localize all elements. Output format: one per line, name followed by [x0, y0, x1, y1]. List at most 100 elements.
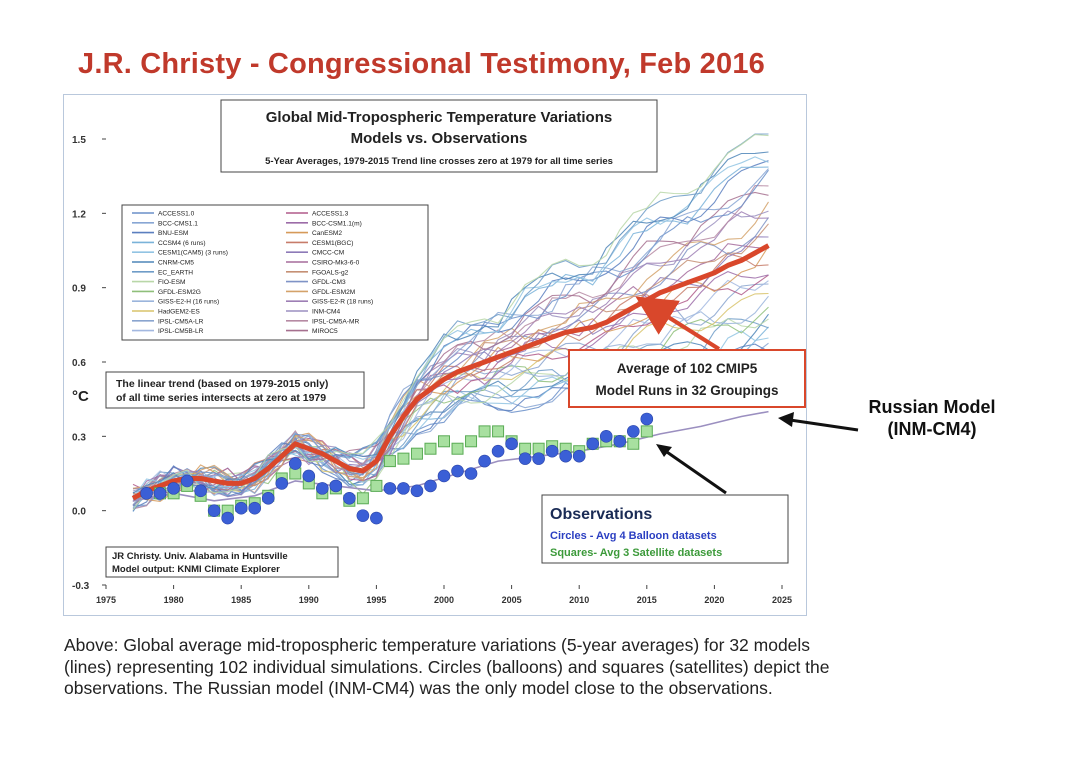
legend-label: CESM1(CAM5) (3 runs): [158, 250, 228, 257]
x-tick-label: 2000: [434, 595, 454, 605]
balloon-circle: [505, 437, 518, 451]
model-run-line: [132, 134, 769, 511]
legend-label: CNRM-CM5: [158, 260, 194, 267]
y-tick-label: 1.5: [72, 135, 86, 146]
observations-title: Observations: [550, 506, 652, 523]
satellite-square: [627, 437, 640, 450]
x-tick-label: 2005: [502, 595, 522, 605]
model-run-line: [132, 217, 769, 497]
balloon-circle: [532, 452, 545, 465]
balloon-circle: [234, 501, 248, 515]
model-run-line: [132, 185, 769, 510]
legend: ACCESS1.0 BCC-CMS1.1 BNU-ESM CCSM4 (6 runs)…: [132, 211, 373, 335]
y-tick-label: 0.0: [72, 507, 86, 518]
satellite-square: [451, 442, 464, 455]
credit-box: [105, 546, 339, 578]
model-average-line: [131, 243, 770, 501]
trend-note-line-1: The linear trend (based on 1979-2015 onl…: [116, 378, 328, 390]
observations-circles-label: Circles - Avg 4 Balloon datasets: [550, 530, 717, 542]
balloon-circle: [167, 482, 180, 495]
trend-note-box: [105, 371, 365, 409]
legend-label: BNU-ESM: [158, 230, 188, 237]
model-average-box: [568, 349, 806, 408]
model-run-line: [132, 151, 769, 494]
slide-title: J.R. Christy - Congressional Testimony, …: [78, 48, 765, 80]
satellite-square: [465, 435, 478, 448]
balloon-circle: [437, 469, 451, 483]
temperature-chart: 1.5 1.2 0.9 0.6 0.3 0.0 -0.3 1975 1980 1985 1990 19…: [72, 99, 806, 605]
balloon-circle: [370, 511, 383, 525]
legend-label: GISS-E2-R (18 runs): [312, 299, 373, 306]
balloon-circle: [153, 487, 167, 500]
series-layer: [131, 243, 770, 525]
balloon-circle: [140, 487, 153, 500]
x-tick-label: 2025: [772, 595, 792, 605]
x-tick-label: 1985: [231, 595, 251, 605]
satellite-square: [397, 452, 410, 465]
balloon-circle: [383, 482, 397, 495]
satellite-square: [438, 435, 450, 448]
balloon-circle: [207, 504, 221, 517]
balloon-circle: [599, 430, 613, 443]
legend-label: IPSL-CM5A-LR: [158, 318, 204, 325]
balloon-circle: [261, 491, 275, 505]
balloon-circle: [343, 491, 356, 505]
y-axis-label: °C: [72, 388, 89, 405]
balloon-circle: [410, 484, 424, 498]
x-tick-label: 2010: [569, 595, 589, 605]
x-tick-label: 1990: [299, 595, 319, 605]
satellite-square: [424, 442, 437, 455]
russian-model-label: Russian Model (INM-CM4): [868, 397, 996, 439]
legend-label: GFDL-ESM2G: [158, 289, 201, 296]
legend-label: HadGEM2-ES: [158, 309, 200, 316]
balloon-circle: [572, 449, 586, 463]
x-tick-label: 2015: [637, 595, 657, 605]
balloon-circle: [248, 501, 262, 515]
balloon-circle: [180, 474, 194, 488]
chart-title: Global Mid-Tropospheric Temperature Vari…: [266, 109, 612, 126]
x-tick-label: 2020: [704, 595, 724, 605]
caption: Above: Global average mid-tropospheric t…: [64, 635, 830, 698]
legend-label: BCC-CMS1.1: [158, 220, 198, 227]
legend-label: CSIRO-Mk3-6-0: [312, 260, 360, 267]
model-run-line: [132, 166, 769, 509]
balloon-circle: [194, 484, 207, 498]
balloon-circle: [302, 469, 316, 483]
satellite-square: [640, 425, 653, 438]
balloon-circle: [397, 482, 410, 495]
satellite-square: [383, 455, 396, 468]
legend-label: GFDL-ESM2M: [312, 289, 355, 296]
y-tick-label: 0.6: [72, 358, 86, 369]
x-tick-label: 1975: [96, 595, 116, 605]
observations-arrow: [663, 448, 727, 495]
balloon-circle: [545, 444, 559, 458]
legend-label: IPSL-CM5A-MR: [312, 318, 359, 325]
chart-axes: 1.5 1.2 0.9 0.6 0.3 0.0 -0.3 1975 1980 1985 1990 19…: [72, 135, 792, 605]
chart-note: 5-Year Averages, 1979-2015 Trend line cr…: [265, 156, 613, 167]
balloon-circle: [464, 467, 478, 480]
legend-label: MIROC5: [312, 328, 338, 335]
legend-label: IPSL-CM5B-LR: [158, 328, 204, 335]
satellite-square: [356, 492, 369, 505]
balloon-circle: [478, 454, 491, 468]
satellite-square: [370, 479, 383, 492]
model-average-label-2: Model Runs in 32 Groupings: [595, 383, 778, 398]
balloon-circle: [316, 482, 329, 495]
legend-label: CanESM2: [312, 230, 342, 237]
y-tick-label: 1.2: [72, 209, 86, 220]
y-tick-label: 0.3: [72, 432, 86, 443]
credit-line-2: Model output: KNMI Climate Explorer: [112, 564, 280, 575]
balloon-circle: [586, 437, 600, 451]
legend-label: EC_EARTH: [158, 269, 193, 276]
satellite-square: [410, 447, 423, 460]
legend-label: CCSM4 (6 runs): [158, 240, 206, 247]
satellite-square: [492, 425, 505, 438]
model-run-line: [132, 156, 769, 499]
credit-line-1: JR Christy. Univ. Alabama in Huntsville: [112, 551, 288, 562]
chart-frame: 1.5 1.2 0.9 0.6 0.3 0.0 -0.3 1975 1980 1985 1990 19…: [63, 94, 807, 616]
balloon-circle: [640, 412, 654, 426]
x-tick-label: 1995: [366, 595, 386, 605]
balloon-circle: [221, 511, 234, 525]
balloon-circle: [613, 434, 627, 448]
balloon-circle: [626, 425, 640, 438]
